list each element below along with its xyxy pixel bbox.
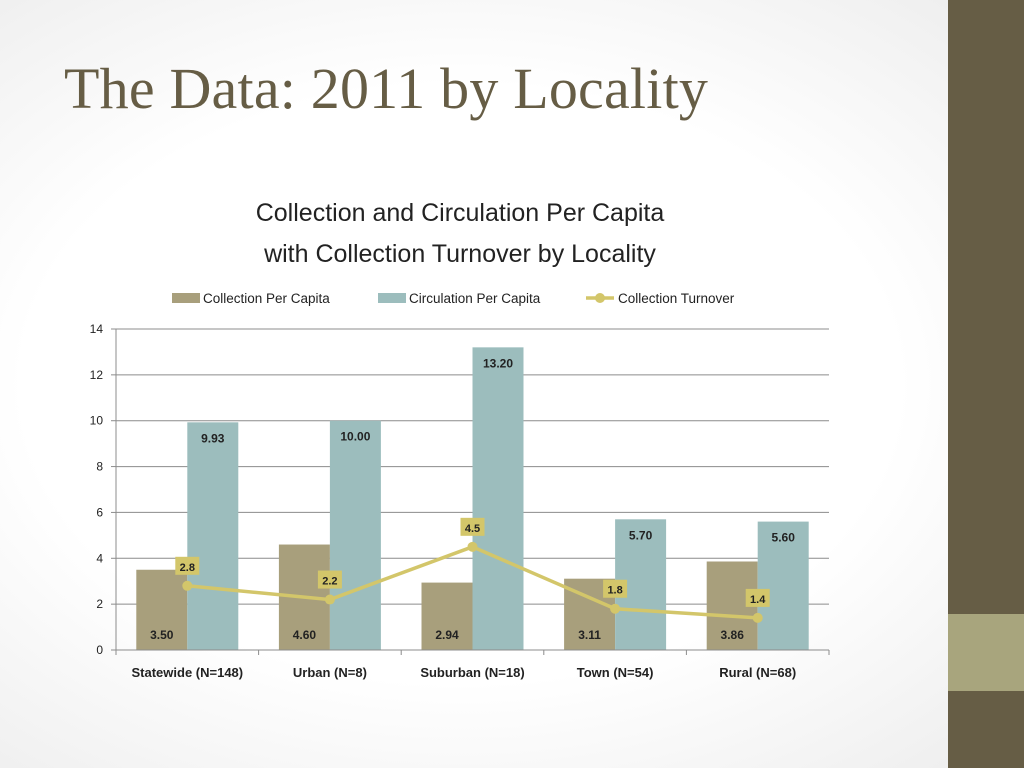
y-tick-label: 6 (96, 505, 103, 519)
y-tick-label: 0 (96, 643, 103, 657)
turnover-value-label: 1.4 (750, 594, 766, 606)
chart-axes (115, 329, 830, 655)
turnover-line (182, 541, 763, 623)
collection-bar (421, 582, 473, 650)
turnover-label-box (317, 570, 342, 589)
circulation-bar (329, 420, 381, 650)
y-tick-label: 12 (90, 368, 104, 382)
legend-marker (595, 293, 605, 303)
circulation-bar (187, 422, 239, 650)
turnover-label-box (745, 588, 770, 607)
turnover-value-label: 1.8 (607, 585, 622, 597)
legend-swatch (172, 293, 200, 303)
circulation-value-label: 13.20 (483, 356, 513, 370)
y-tick-label: 2 (96, 597, 103, 611)
collection-value-label: 2.94 (435, 628, 459, 642)
slide-title: The Data: 2011 by Locality (64, 56, 709, 121)
category-label: Town (N=54) (577, 665, 654, 680)
turnover-point (752, 612, 763, 623)
y-tick-label: 10 (90, 414, 104, 428)
legend-label: Collection Turnover (618, 291, 735, 306)
y-tick-label: 8 (96, 460, 103, 474)
collection-value-label: 4.60 (293, 628, 317, 642)
y-tick-label: 4 (96, 551, 103, 565)
turnover-label-box (603, 579, 628, 598)
category-label: Rural (N=68) (719, 665, 796, 680)
chart-title-line-2: with Collection Turnover by Locality (263, 240, 656, 268)
collection-value-label: 3.11 (578, 628, 601, 642)
chart-legend: Collection Per Capita Circulation Per Cap… (172, 291, 735, 306)
turnover-value-label: 2.8 (180, 562, 195, 574)
y-axis-ticks: 0 2 4 6 8 10 12 14 (90, 322, 116, 657)
collection-value-label: 3.86 (721, 628, 745, 642)
turnover-label-box (175, 556, 200, 575)
legend-label: Circulation Per Capita (409, 291, 541, 306)
turnover-point (467, 541, 478, 552)
turnover-label-box (460, 517, 485, 536)
circulation-value-label: 5.60 (772, 531, 796, 545)
legend-swatch (378, 293, 406, 303)
circulation-value-label: 9.93 (201, 431, 225, 445)
chart-title-line-1: Collection and Circulation Per Capita (256, 199, 665, 227)
data-labels: 3.50 9.93 4.60 10.00 2.94 13.20 3.11 5.70 3.86 5.… (150, 356, 795, 642)
category-label: Statewide (N=148) (131, 665, 243, 680)
turnover-point (182, 580, 193, 591)
category-label: Suburban (N=18) (420, 665, 524, 680)
chart-bars (136, 347, 809, 650)
circulation-bar (472, 347, 524, 650)
side-accent-block (948, 614, 1024, 691)
chart: Collection and Circulation Per Capita wi… (90, 199, 830, 680)
collection-value-label: 3.50 (150, 628, 174, 642)
circulation-value-label: 5.70 (629, 528, 653, 542)
turnover-point (610, 603, 621, 614)
circulation-value-label: 10.00 (340, 430, 370, 444)
y-tick-label: 14 (90, 322, 104, 336)
turnover-value-label: 4.5 (465, 523, 480, 535)
circulation-bar (757, 521, 809, 650)
category-label: Urban (N=8) (293, 665, 367, 680)
turnover-point (324, 594, 335, 605)
legend-label: Collection Per Capita (203, 291, 330, 306)
collection-bar (136, 569, 188, 650)
x-axis-categories: Statewide (N=148) Urban (N=8) Suburban (N=… (131, 665, 796, 680)
turnover-value-label: 2.2 (322, 576, 337, 588)
